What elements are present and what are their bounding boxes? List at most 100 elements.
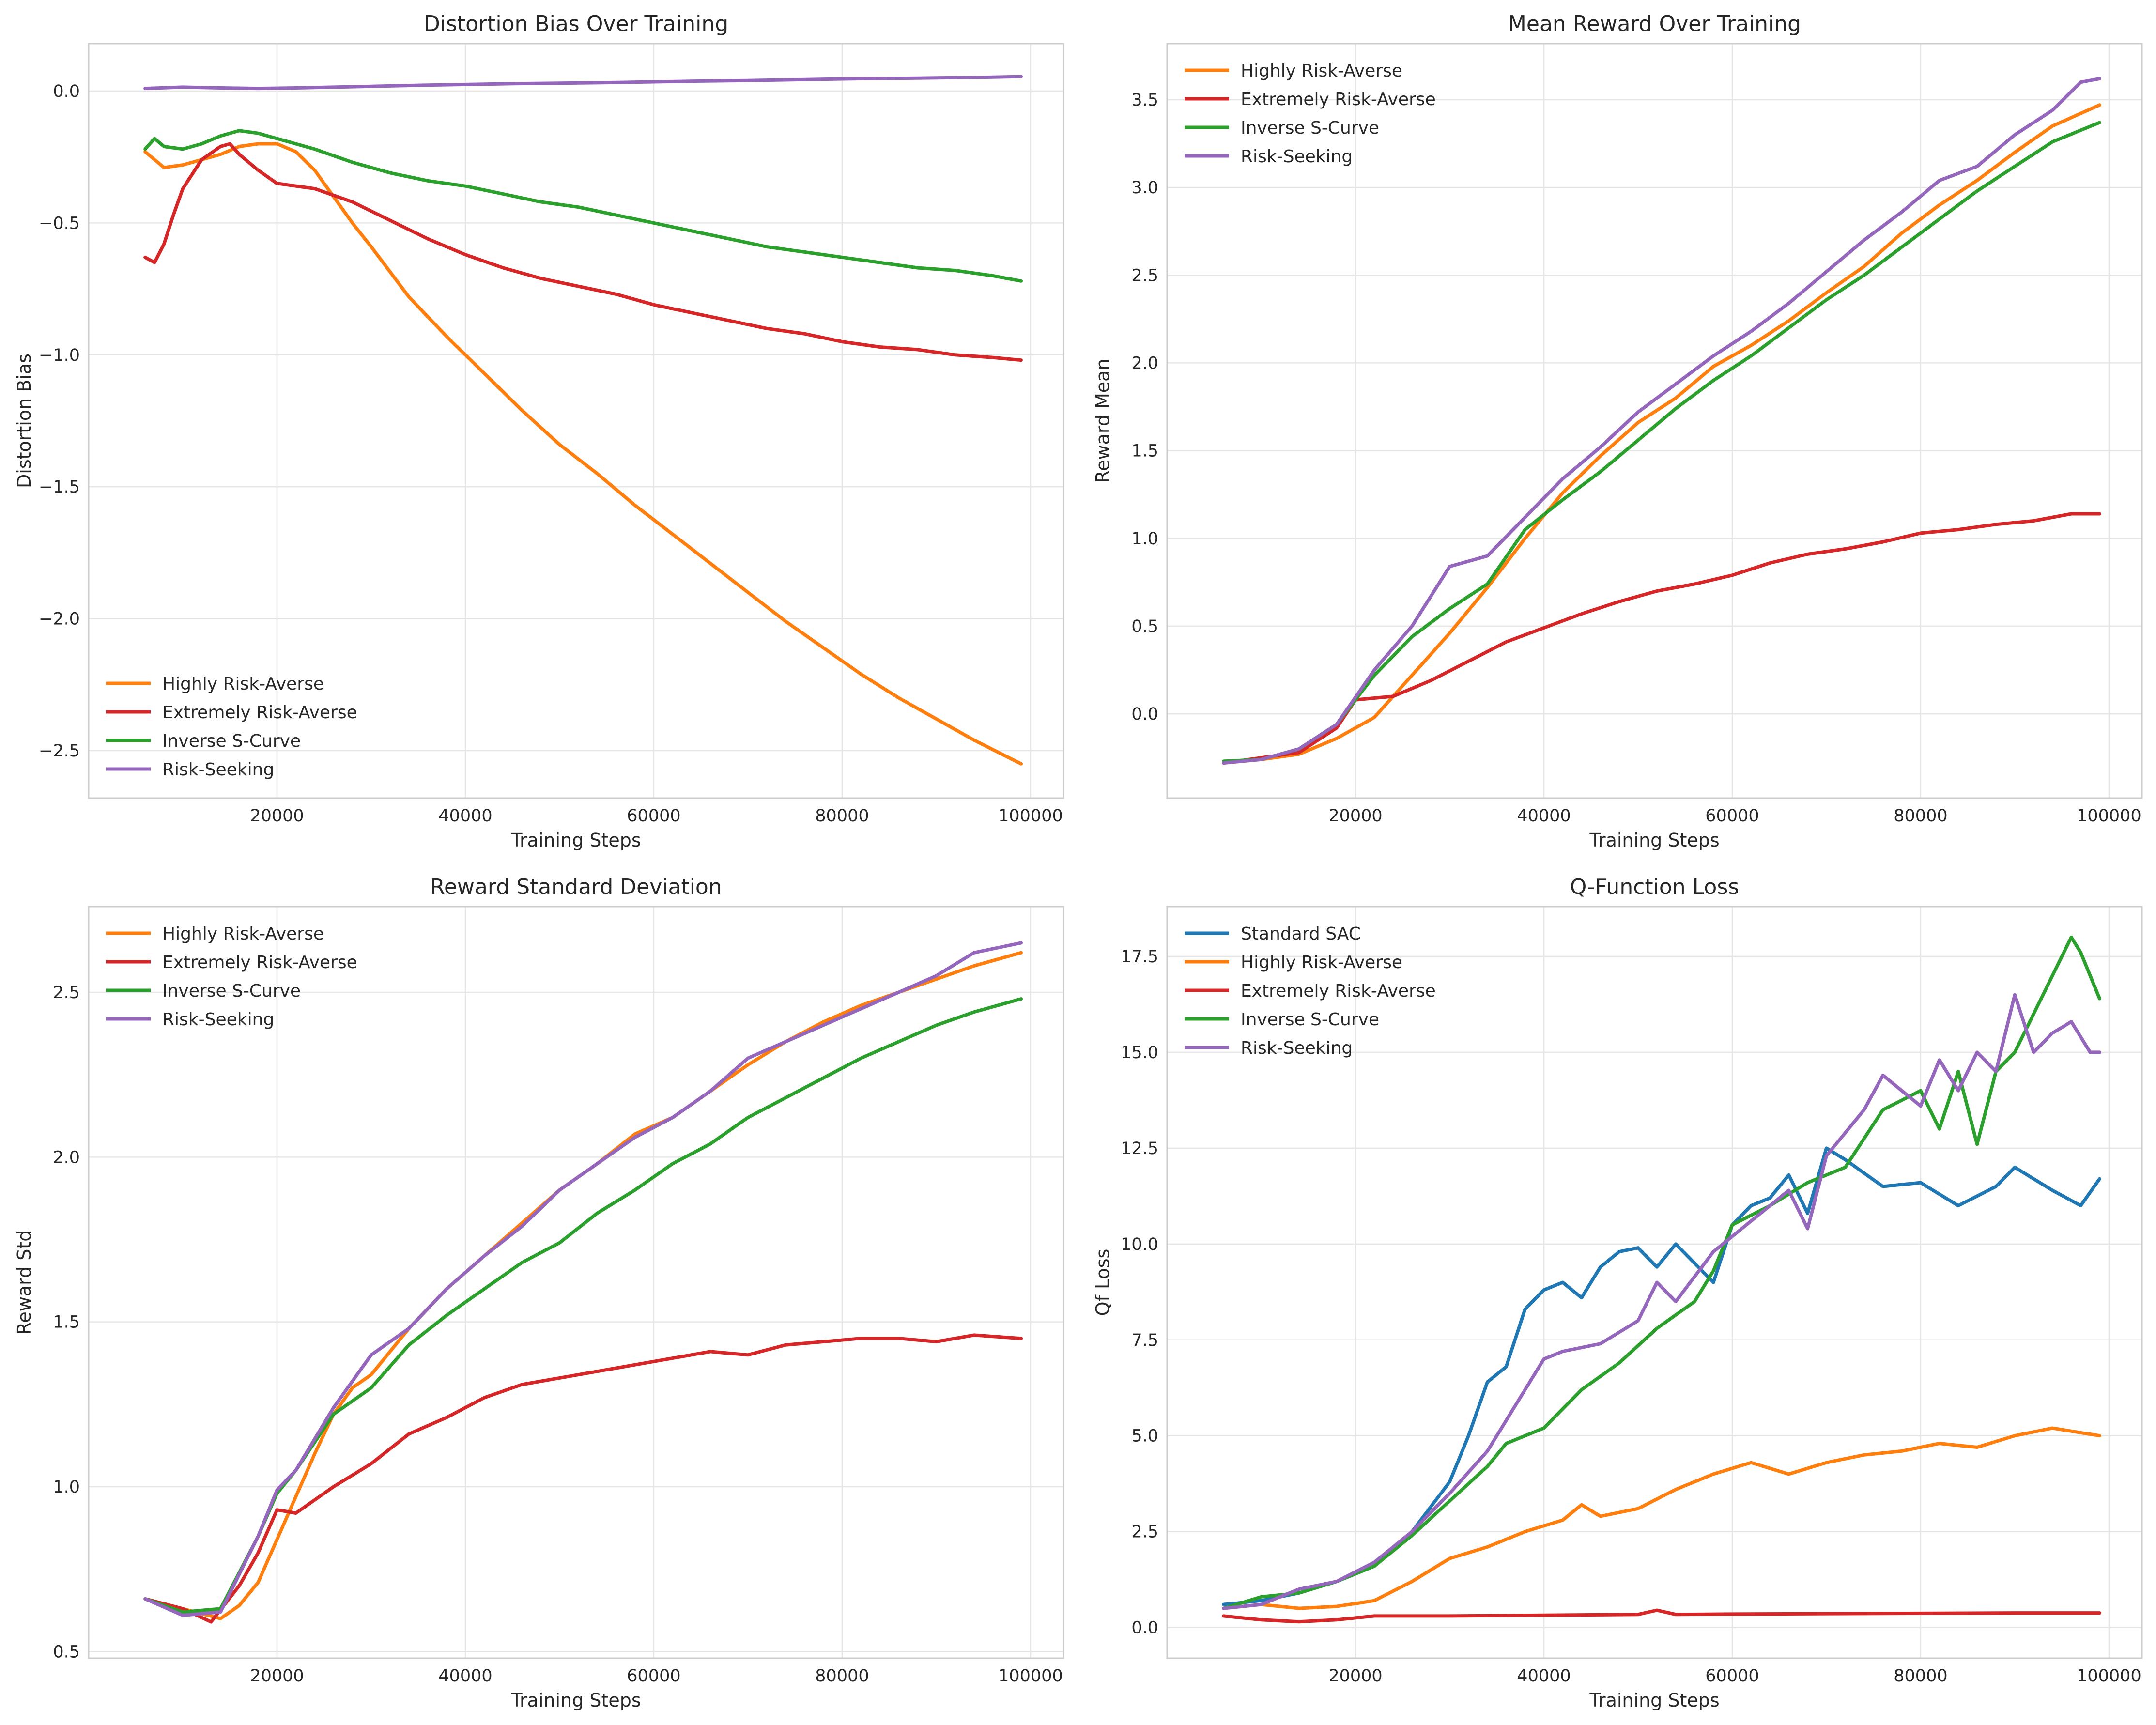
series-line [143,941,1023,1617]
series-line [143,75,1023,91]
y-tick-label: 2.0 [53,1148,80,1167]
legend-label: Extremely Risk-Averse [1241,90,1436,109]
y-tick-label: 2.5 [1131,1523,1158,1542]
y-tick-label: 0.0 [53,82,80,101]
legend-label: Highly Risk-Averse [162,924,324,944]
chart-distortion-bias: Distortion Bias Over Training Training S… [14,12,1064,851]
series-line [143,142,1023,362]
y-axis-label: Qf Loss [1092,1249,1113,1316]
x-tick-label: 100000 [998,806,1063,826]
y-tick-label: 1.5 [1131,442,1158,461]
legend-label: Inverse S-Curve [162,981,301,1001]
y-tick-label: −2.0 [39,610,80,629]
series-line [1222,993,2101,1610]
x-tick-label: 100000 [2077,1666,2141,1686]
plot-frame [1166,43,2143,799]
x-tick-label: 80000 [815,806,869,826]
series-line [1222,77,2101,765]
grid [1167,44,2142,798]
y-axis-label: Distortion Bias [14,354,35,488]
x-tick-label: 20000 [1328,806,1382,826]
y-tick-label: 5.0 [1131,1427,1158,1446]
series-group [1222,77,2101,765]
legend-label: Standard SAC [1241,924,1361,944]
y-tick-label: 2.5 [53,983,80,1002]
legend: Highly Risk-Averse Extremely Risk-Averse I… [106,924,357,1030]
legend-label: Risk-Seeking [1241,1038,1353,1058]
y-tick-label: 10.0 [1121,1235,1158,1254]
series-line [143,142,1023,766]
chart-title: Distortion Bias Over Training [424,12,728,36]
legend-label: Highly Risk-Averse [1241,953,1402,972]
series-group [143,75,1023,766]
y-axis-label: Reward Std [14,1230,35,1335]
series-line [1222,121,2101,763]
y-tick-label: 3.5 [1131,91,1158,110]
y-tick-label: 0.5 [53,1642,80,1662]
y-tick-label: 17.5 [1121,947,1158,967]
series-line [1222,1146,2101,1606]
chart-q-function-loss: Q-Function Loss Training Steps Qf Loss 2… [1092,875,2143,1711]
y-axis-label: Reward Mean [1092,358,1113,483]
legend-label: Highly Risk-Averse [1241,61,1402,81]
series-line [1222,1608,2101,1624]
legend: Standard SAC Highly Risk-Averse Extremely … [1185,924,1436,1058]
x-tick-label: 100000 [998,1666,1063,1686]
legend-label: Inverse S-Curve [162,731,301,751]
x-tick-label: 60000 [1705,1666,1759,1686]
legend-label: Risk-Seeking [162,1010,274,1030]
x-tick-label: 80000 [815,1666,869,1686]
x-tick-label: 100000 [2077,806,2141,826]
series-line [143,129,1023,283]
plot-frame [88,43,1064,799]
y-tick-label: 2.5 [1131,266,1158,285]
legend-label: Risk-Seeking [162,760,274,780]
grid [89,907,1063,1658]
plot-frame [88,906,1064,1659]
y-tick-label: 1.5 [53,1313,80,1332]
x-tick-label: 20000 [1328,1666,1382,1686]
x-tick-label: 40000 [438,806,492,826]
y-tick-label: −2.5 [39,741,80,761]
chart-mean-reward: Mean Reward Over Training Training Steps… [1092,12,2143,851]
x-tick-label: 60000 [1705,806,1759,826]
x-axis-label: Training Steps [1589,1690,1719,1711]
y-tick-label: 1.0 [1131,529,1158,549]
grid [89,44,1063,798]
legend: Highly Risk-Averse Extremely Risk-Averse I… [1185,61,1436,167]
x-tick-label: 20000 [250,1666,304,1686]
legend-label: Extremely Risk-Averse [162,953,357,972]
legend-label: Extremely Risk-Averse [1241,981,1436,1001]
series-line [1222,1426,2101,1610]
x-tick-label: 60000 [627,1666,680,1686]
x-axis-label: Training Steps [1589,830,1719,851]
legend: Highly Risk-Averse Extremely Risk-Averse I… [106,674,357,780]
legend-label: Extremely Risk-Averse [162,703,357,723]
legend-label: Risk-Seeking [1241,147,1353,167]
y-tick-label: −1.5 [39,477,80,497]
x-tick-label: 20000 [250,806,304,826]
x-tick-label: 60000 [627,806,680,826]
y-tick-label: 0.0 [1131,705,1158,724]
chart-title: Mean Reward Over Training [1508,12,1801,36]
series-line [1222,103,2101,765]
series-group [1222,935,2101,1624]
chart-title: Q-Function Loss [1570,875,1739,899]
x-axis-label: Training Steps [510,1690,641,1711]
plot-frame [1166,906,2143,1659]
series-group [143,941,1023,1624]
y-tick-label: 7.5 [1131,1331,1158,1350]
y-tick-label: 0.5 [1131,617,1158,636]
x-tick-label: 40000 [1517,806,1571,826]
x-axis-label: Training Steps [510,830,641,851]
legend-label: Inverse S-Curve [1241,1010,1379,1030]
y-tick-label: −1.0 [39,346,80,365]
x-tick-label: 80000 [1894,1666,1947,1686]
y-tick-label: −0.5 [39,214,80,233]
chart-title: Reward Standard Deviation [430,875,722,899]
y-tick-label: 3.0 [1131,178,1158,198]
grid [1167,907,2142,1658]
x-tick-label: 40000 [438,1666,492,1686]
y-tick-label: 15.0 [1121,1043,1158,1063]
